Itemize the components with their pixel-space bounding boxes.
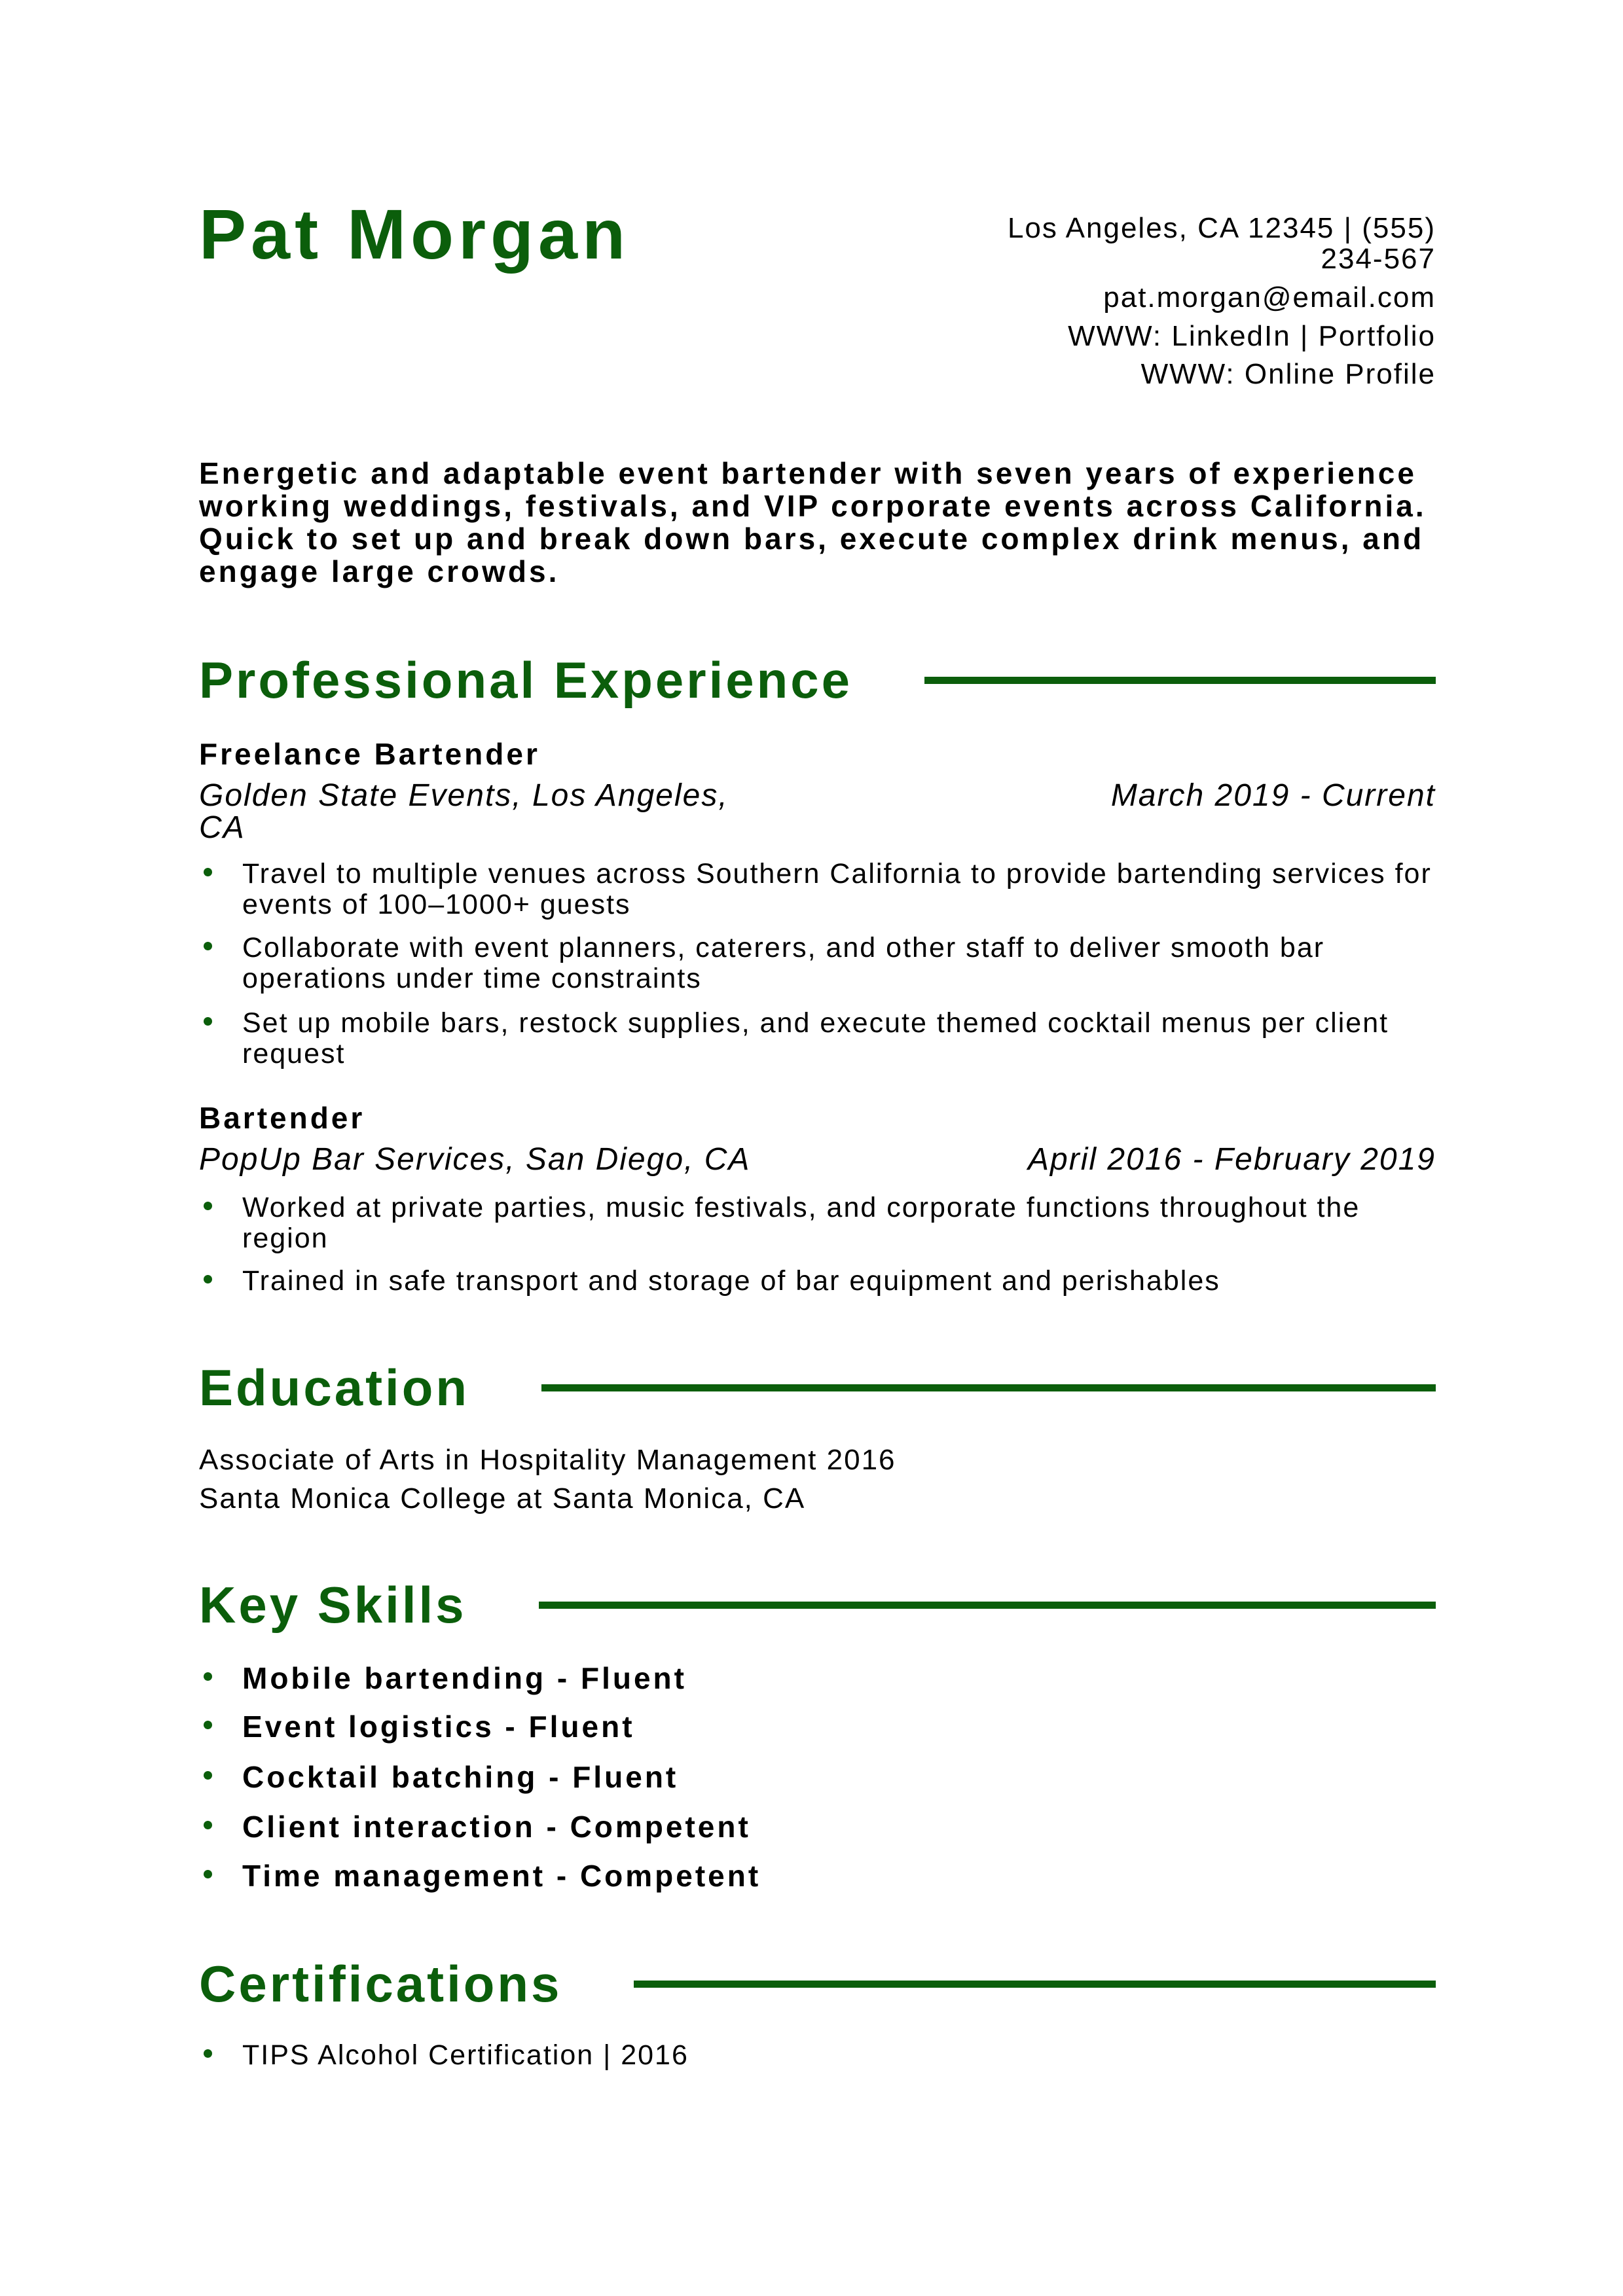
job-title: Freelance Bartender — [199, 737, 540, 771]
bullet-icon — [204, 2049, 212, 2058]
list-item: Worked at private parties, music festiva… — [204, 1193, 1434, 1254]
bullet-icon — [204, 1672, 212, 1681]
skill-item: Event logistics - Fluent — [204, 1712, 1434, 1742]
contact-links[interactable]: WWW: LinkedIn | Portfolio — [1068, 320, 1436, 352]
bullet-text: Worked at private parties, music festiva… — [242, 1192, 1360, 1254]
contact-email[interactable]: pat.morgan@email.com — [1103, 281, 1436, 314]
section-divider — [634, 1980, 1436, 1988]
certification-item: TIPS Alcohol Certification | 2016 — [204, 2040, 1434, 2071]
section-divider — [541, 1384, 1436, 1391]
bullet-icon — [204, 1771, 212, 1780]
contact-profile[interactable]: WWW: Online Profile — [1140, 358, 1436, 390]
job-dates: March 2019 - Current — [1110, 778, 1436, 813]
section-divider — [538, 1601, 1436, 1609]
section-heading-skills: Key Skills — [199, 1575, 1436, 1634]
section-title: Key Skills — [199, 1575, 467, 1634]
bullet-text: Collaborate with event planners, caterer… — [242, 932, 1325, 994]
bullet-icon — [204, 942, 212, 950]
list-item: Set up mobile bars, restock supplies, an… — [204, 1008, 1434, 1069]
section-heading-experience: Professional Experience — [199, 651, 1436, 709]
bullet-icon — [204, 868, 212, 876]
job-company: Golden State Events, Los Angeles, CA — [199, 778, 729, 845]
bullet-icon — [204, 1870, 212, 1878]
list-item: Trained in safe transport and storage of… — [204, 1266, 1434, 1297]
skill-text: Cocktail batching - Fluent — [242, 1760, 679, 1794]
contact-location-phone: Los Angeles, CA 12345 | (555) 234-567 — [1007, 212, 1436, 275]
education-school: Santa Monica College at Santa Monica, CA — [199, 1482, 806, 1515]
list-item: Travel to multiple venues across Souther… — [204, 859, 1434, 920]
candidate-name: Pat Morgan — [199, 194, 630, 274]
skill-text: Event logistics - Fluent — [242, 1710, 635, 1744]
bullet-text: Set up mobile bars, restock supplies, an… — [242, 1007, 1389, 1069]
bullet-icon — [204, 1821, 212, 1829]
section-title: Education — [199, 1358, 470, 1416]
skill-text: Time management - Competent — [242, 1859, 761, 1893]
section-divider — [924, 676, 1436, 684]
certification-text: TIPS Alcohol Certification | 2016 — [242, 2039, 689, 2071]
job-company: PopUp Bar Services, San Diego, CA — [199, 1142, 751, 1177]
bullet-icon — [204, 1017, 212, 1026]
list-item: Collaborate with event planners, caterer… — [204, 933, 1434, 994]
section-title: Certifications — [199, 1954, 562, 2013]
skill-item: Client interaction - Competent — [204, 1812, 1434, 1842]
bullet-icon — [204, 1275, 212, 1283]
skill-text: Client interaction - Competent — [242, 1810, 751, 1844]
education-degree: Associate of Arts in Hospitality Managem… — [199, 1444, 896, 1476]
section-heading-education: Education — [199, 1358, 1436, 1417]
skill-item: Mobile bartending - Fluent — [204, 1663, 1434, 1694]
professional-summary: Energetic and adaptable event bartender … — [199, 456, 1427, 588]
skill-item: Cocktail batching - Fluent — [204, 1762, 1434, 1793]
section-heading-certifications: Certifications — [199, 1954, 1436, 2013]
skill-item: Time management - Competent — [204, 1861, 1434, 1892]
job-dates: April 2016 - February 2019 — [1028, 1142, 1436, 1177]
bullet-text: Travel to multiple venues across Souther… — [242, 858, 1432, 920]
bullet-icon — [204, 1721, 212, 1729]
bullet-text: Trained in safe transport and storage of… — [242, 1265, 1220, 1297]
skill-text: Mobile bartending - Fluent — [242, 1661, 687, 1695]
bullet-icon — [204, 1202, 212, 1210]
job-title: Bartender — [199, 1101, 365, 1135]
section-title: Professional Experience — [199, 651, 853, 709]
